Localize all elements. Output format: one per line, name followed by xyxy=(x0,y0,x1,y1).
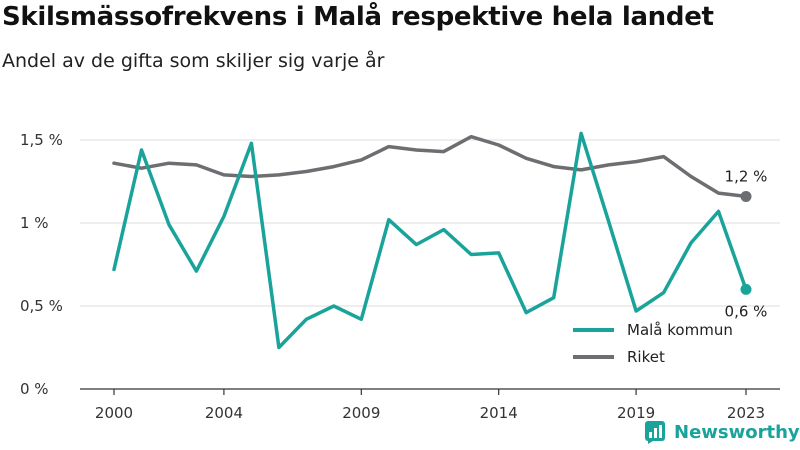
x-tick-label: 2019 xyxy=(617,404,655,422)
x-tick-label: 2004 xyxy=(205,404,243,422)
bar-chart-icon xyxy=(645,421,665,444)
chart-subtitle: Andel av de gifta som skiljer sig varje … xyxy=(2,50,385,72)
y-tick-label: 0 % xyxy=(20,380,49,398)
y-tick-label: 1,5 % xyxy=(20,131,63,149)
series-line-riket xyxy=(112,134,748,199)
end-label-layer: 0,6 % 1,2 % xyxy=(725,167,768,320)
y-tick-label: 1 % xyxy=(20,214,49,232)
y-tick-label: 0,5 % xyxy=(20,297,63,315)
grid-layer xyxy=(80,139,780,307)
brand-name: Newsworthy xyxy=(674,421,800,443)
end-point-marker xyxy=(740,283,752,295)
x-tick-label: 2023 xyxy=(727,404,765,422)
legend: Malå kommun Riket xyxy=(573,321,733,366)
chart-title: Skilsmässofrekvens i Malå respektive hel… xyxy=(2,2,714,32)
x-tick-label: 2014 xyxy=(480,404,518,422)
series-line-mala-kommun xyxy=(112,131,748,350)
x-tick-label: 2000 xyxy=(95,404,133,422)
end-value-label: 0,6 % xyxy=(725,302,768,320)
axis-layer: 0 % 0,5 % 1 % 1,5 % 2000 2004 2009 2014 2019 2023 xyxy=(20,131,780,422)
legend-label: Malå kommun xyxy=(627,321,733,339)
x-tick-label: 2009 xyxy=(342,404,380,422)
newsworthy-logo: Newsworthy xyxy=(644,418,800,446)
legend-label: Riket xyxy=(627,348,665,366)
end-point-marker xyxy=(740,190,752,202)
end-value-label: 1,2 % xyxy=(725,167,768,185)
series-layer xyxy=(112,131,752,350)
